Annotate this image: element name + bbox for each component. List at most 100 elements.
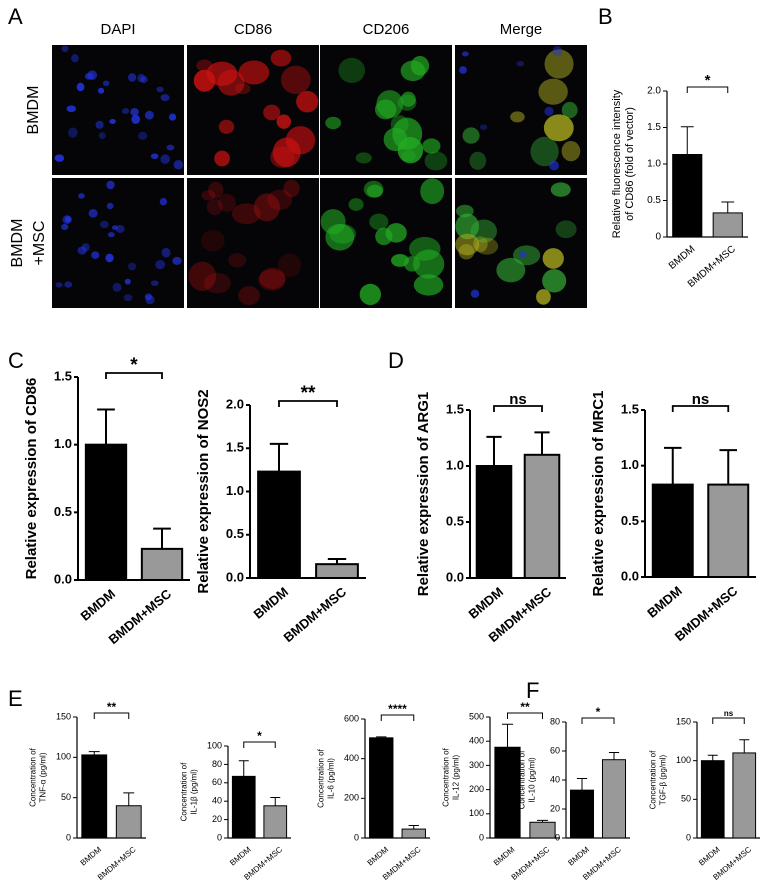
bar [712, 212, 743, 238]
cell [536, 289, 551, 305]
cell [369, 213, 389, 230]
y-tick-label: 1.5 [647, 122, 661, 133]
category-label: BMDM+MSC [106, 586, 175, 647]
cell [131, 114, 141, 125]
row-label: +MSC [31, 221, 48, 266]
y-tick-label: 60 [212, 777, 222, 787]
error-bar [707, 754, 718, 761]
y-tick-label: 300 [469, 760, 484, 770]
bar-chart: 0200400600BMDMBMDM+MSC****Concentration … [317, 702, 430, 882]
cell [188, 261, 217, 291]
cell [542, 248, 564, 269]
y-axis-label: Relative fluorescence intensity [611, 89, 623, 238]
cell [479, 124, 488, 130]
row-label: BMDM [25, 86, 42, 135]
cell [538, 78, 568, 105]
y-tick-label: 1.5 [446, 401, 464, 416]
cell [285, 126, 316, 155]
y-tick-label: 60 [550, 745, 560, 755]
cell [166, 144, 175, 151]
cell [61, 45, 69, 53]
cell [390, 115, 409, 134]
category-label: BMDM [697, 845, 722, 868]
cell [455, 213, 480, 240]
cell [95, 120, 104, 129]
y-tick-label: 0 [66, 832, 71, 842]
y-tick-label: 0.0 [226, 569, 244, 584]
cell [66, 105, 77, 113]
cell [542, 269, 567, 293]
panel-letter: F [526, 678, 539, 703]
bar [140, 547, 184, 582]
bar [475, 465, 513, 579]
cell [235, 83, 251, 95]
cell [348, 198, 364, 211]
row-label: BMDM [9, 219, 26, 268]
cell [325, 116, 342, 130]
y-tick-label: 40 [550, 774, 560, 784]
y-tick-label: 1.0 [54, 436, 72, 451]
y-axis-label: Concentration of [29, 747, 38, 806]
error-bar [153, 527, 171, 549]
bar [257, 470, 301, 580]
significance-bracket [243, 741, 276, 748]
y-tick-label: 0.5 [621, 513, 639, 528]
cell [462, 127, 480, 144]
cell [203, 272, 231, 294]
cell [550, 182, 571, 197]
significance-bracket [278, 400, 338, 407]
bar [494, 746, 521, 839]
cell [55, 282, 63, 288]
y-axis-label: Relative expression of CD86 [23, 378, 40, 580]
cell [530, 136, 559, 167]
cell [124, 278, 131, 285]
column-label: CD206 [363, 21, 410, 38]
bar-chart: 0100200300400500BMDMBMDM+MSC**Concentrat… [442, 700, 560, 882]
cell [263, 104, 281, 121]
bar [315, 563, 359, 579]
y-tick-label: 100 [207, 740, 222, 750]
y-axis-label: Concentration of [649, 750, 658, 809]
cell [77, 246, 87, 255]
cell [355, 152, 372, 164]
cell [193, 69, 216, 92]
y-axis-label: Concentration of [442, 747, 451, 806]
y-tick-label: 50 [61, 792, 71, 802]
cell [258, 269, 286, 291]
bar [523, 453, 561, 579]
significance-label: ns [724, 709, 734, 718]
y-tick-label: 0.0 [54, 571, 72, 586]
cell [259, 267, 286, 290]
significance-bracket [712, 717, 745, 724]
error-bar [88, 751, 100, 755]
y-tick-label: 400 [469, 736, 484, 746]
y-tick-label: 2.0 [226, 396, 244, 411]
cell [107, 232, 115, 238]
y-axis-label: of CD86 (fold of vector) [624, 107, 636, 221]
bar [115, 805, 142, 839]
cell [424, 151, 448, 171]
y-tick-label: 500 [469, 711, 484, 721]
cell [206, 198, 223, 216]
cell [458, 244, 475, 260]
category-label: BMDM+MSC [510, 845, 552, 882]
y-tick-label: 50 [681, 794, 691, 804]
cell [496, 257, 526, 283]
significance-label: * [130, 355, 138, 376]
significance-bracket [380, 714, 415, 721]
cell [280, 65, 311, 95]
cell [400, 60, 426, 82]
y-tick-label: 0 [479, 832, 484, 842]
cell [111, 225, 119, 230]
significance-bracket [493, 405, 543, 412]
significance-label: * [257, 729, 262, 743]
error-bar [721, 201, 735, 213]
error-bar [408, 825, 419, 830]
column-label: Merge [500, 21, 543, 38]
cell [67, 127, 78, 138]
cell [459, 66, 467, 74]
